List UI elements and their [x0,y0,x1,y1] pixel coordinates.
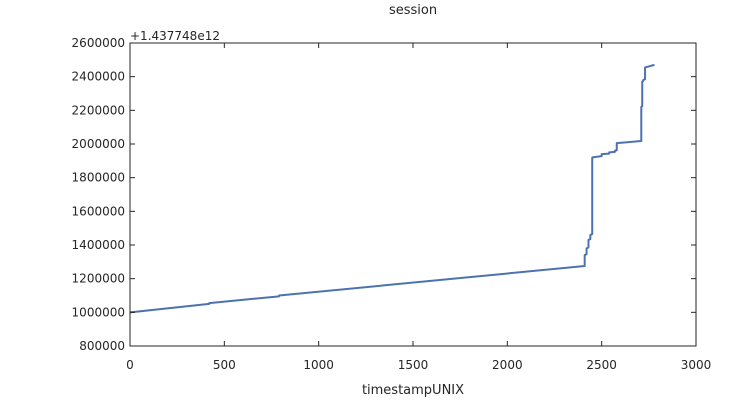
x-tick-label: 2000 [492,358,523,372]
chart-title: session [389,3,437,18]
y-tick-label: 2000000 [72,137,125,151]
y-tick-label: 2200000 [72,103,125,117]
plot-series [129,63,655,314]
y-tick-label: 1000000 [72,305,125,319]
y-tick-label: 1200000 [72,272,125,286]
x-axis-label: timestampUNIX [362,383,464,398]
x-tick-label: 1500 [398,358,429,372]
x-tick-label: 500 [213,358,236,372]
axis-offset-label: +1.437748e12 [130,29,220,43]
x-axis: 0 500 1000 1500 2000 2500 3000 [126,43,711,372]
series-line [129,63,655,314]
y-tick-label: 1800000 [72,171,125,185]
y-tick-label: 800000 [79,339,125,353]
y-tick-label: 1400000 [72,238,125,252]
y-axis: 800000 1000000 1200000 1400000 1600000 180000… [72,36,696,353]
y-tick-label: 2400000 [72,70,125,84]
x-tick-label: 1000 [303,358,334,372]
x-tick-label: 2500 [586,358,617,372]
plot-frame [129,42,697,347]
y-tick-label: 2600000 [72,36,125,50]
x-tick-label: 0 [126,358,134,372]
y-tick-label: 1600000 [72,204,125,218]
x-tick-label: 3000 [681,358,712,372]
